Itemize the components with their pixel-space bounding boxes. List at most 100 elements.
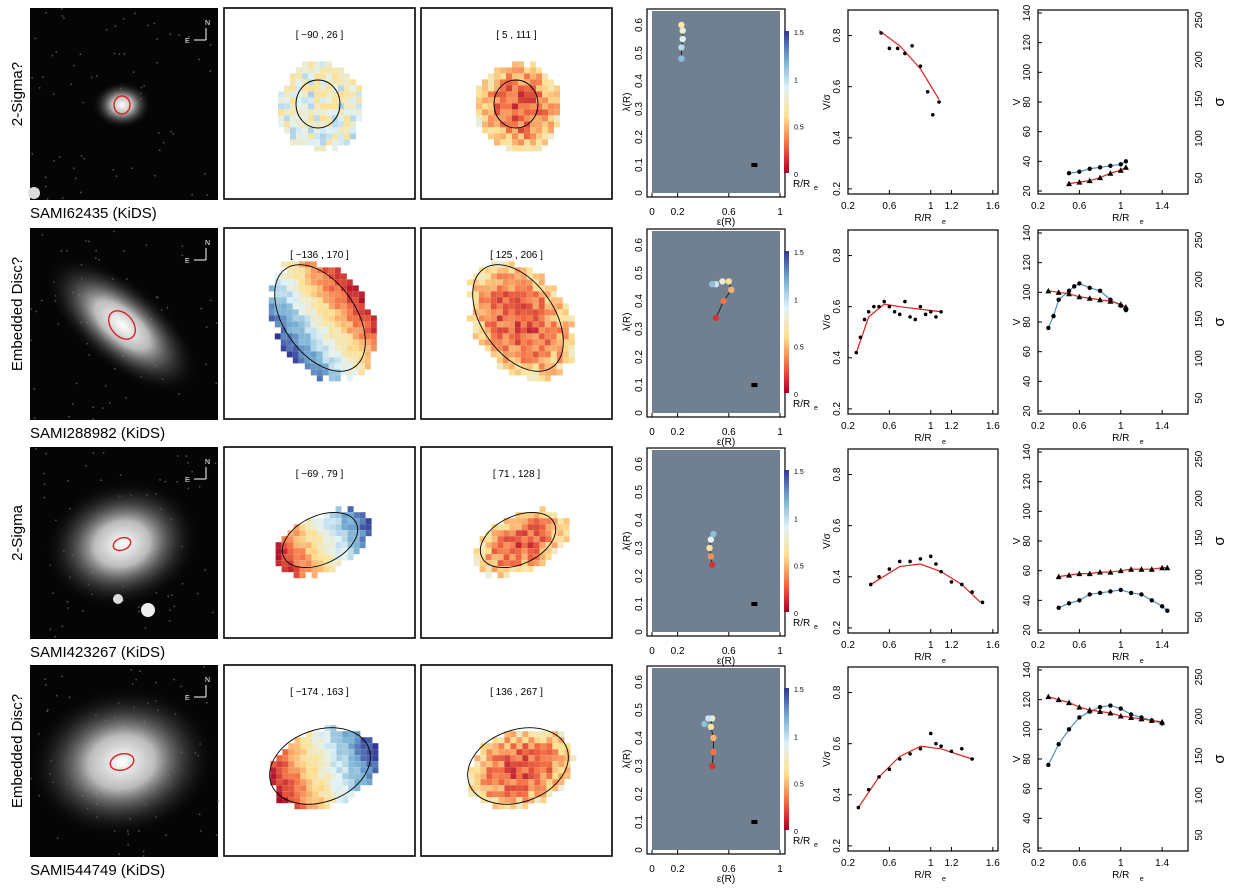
map-pixel [317,542,324,549]
map-pixel [504,791,511,798]
map-pixel [286,297,293,304]
map-pixel [298,309,305,316]
lambda-point [712,314,720,321]
colorbar-tick-label: 0 [794,611,798,618]
map-pixel [479,554,486,561]
map-pixel [274,321,281,328]
map-pixel [338,73,344,80]
map-pixel [311,548,318,555]
map-pixel [562,345,569,352]
map-pixel [516,761,523,768]
map-pixel [502,273,509,280]
map-pixel [348,785,355,792]
map-pixel [520,273,527,280]
map-pixel [328,339,335,346]
compass-east-label: E [185,258,190,265]
map-pixel [302,85,308,92]
map-pixel [546,761,553,768]
map-pixel [302,115,308,122]
map-pixel [558,731,565,738]
map-pixel [524,85,530,92]
vsigma-point [928,731,933,736]
map-pixel [324,761,331,768]
map-pixel [344,97,350,104]
map-pixel [474,767,481,774]
map-pixel [330,737,337,744]
map-pixel [281,554,288,561]
map-pixel [538,303,545,310]
map-pixel [556,357,563,364]
map-pixel [329,512,336,519]
plot-background [652,668,780,850]
noise-speck [82,101,85,104]
map-pixel [528,737,535,744]
map-pixel [324,749,331,756]
map-pixel [284,91,290,98]
map-pixel [488,103,494,110]
map-pixel [472,273,479,280]
map-pixel [504,767,511,774]
map-pixel [354,761,361,768]
noise-speck [167,595,169,597]
map-pixel [294,791,301,798]
map-pixel [540,791,547,798]
velocity-point [1056,297,1061,302]
vsigma-panel: 0.2 0.6 1 1.2 1.60.20.40.60.8R/R eV/σ [822,229,1000,446]
map-pixel [540,731,547,738]
map-pixel [510,749,517,756]
map-pixel [550,309,557,316]
map-pixel [540,797,547,804]
noise-speck [118,53,120,55]
map-pixel [298,315,305,322]
noise-speck [125,397,127,399]
y-right-axis-label: σ [1211,97,1228,107]
map-pixel [354,767,361,774]
colorbar-tick-label: 1.5 [794,469,804,476]
map-pixel [310,327,317,334]
map-pixel [502,333,509,340]
map-pixel [323,530,330,537]
noise-speck [206,194,209,196]
map-pixel [500,67,506,74]
map-pixel [538,327,545,334]
map-pixel [350,79,356,86]
map-pixel [486,791,493,798]
map-pixel [334,351,341,358]
compass-east-label: E [185,477,190,484]
map-pixel [330,731,337,738]
map-pixel [292,267,299,274]
map-pixel [494,115,500,122]
x-tick-label: 0.2 [1031,858,1045,869]
vsigma-point [980,600,985,605]
map-pixel [496,309,503,316]
map-pixel [281,542,288,549]
map-pixel [550,321,557,328]
map-pixel [538,363,545,370]
map-pixel [299,560,306,567]
map-pixel [317,548,324,555]
map-pixel [532,333,539,340]
map-pixel [294,737,301,744]
map-pixel [534,785,541,792]
y-tick-label: 0.8 [832,248,843,262]
map-pixel [318,791,325,798]
y-left-tick-label: 60 [1022,346,1033,358]
noise-speck [65,250,68,252]
noise-speck [122,250,125,252]
map-pixel [526,357,533,364]
map-pixel [348,737,355,744]
map-pixel [274,291,281,298]
map-pixel [538,285,545,292]
map-pixel [557,542,564,549]
y-left-tick-label: 100 [1022,284,1033,301]
map-pixel [468,791,475,798]
velocity-map: [ −90 , 26 ] [223,7,416,200]
y-tick-label: 0.4 [634,294,645,308]
map-pixel [518,85,524,92]
map-pixel [352,315,359,322]
map-pixel [328,279,335,286]
map-pixel [484,315,491,322]
map-pixel [500,109,506,116]
map-pixel [342,767,349,774]
map-pixel [488,133,494,140]
